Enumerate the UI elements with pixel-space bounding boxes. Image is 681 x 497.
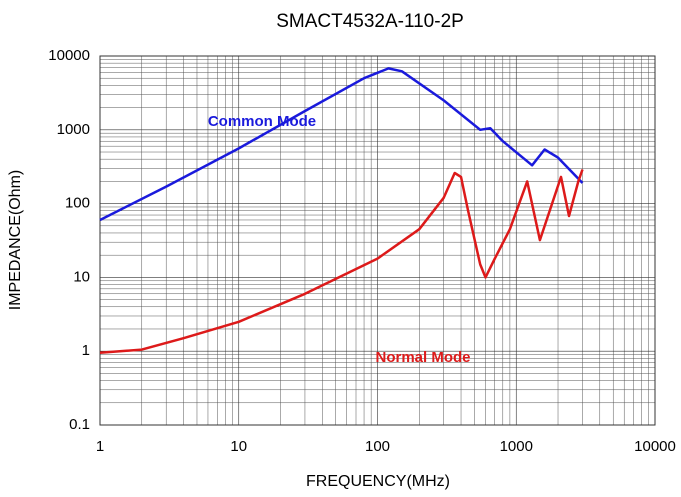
y-tick-label: 1000 [57,121,90,138]
x-tick-label: 1 [96,438,104,455]
y-tick-label: 1 [82,342,90,359]
x-tick-label: 10000 [634,438,676,455]
series-label: Common Mode [208,113,316,130]
series-line [99,67,584,222]
x-tick-label: 10 [230,438,247,455]
chart-title: SMACT4532A-110-2P [276,11,464,32]
y-tick-label: 10000 [48,47,90,64]
x-tick-label: 100 [365,438,390,455]
x-tick-label: 1000 [500,438,533,455]
series-label: Normal Mode [375,349,470,366]
plot-frame [99,55,656,426]
y-tick-label: 0.1 [69,416,90,433]
y-tick-label: 10 [73,268,90,285]
y-axis-label: IMPEDANCE(Ohm) [7,170,24,310]
y-tick-label: 100 [65,195,90,212]
series-line [99,169,584,355]
x-axis-label: FREQUENCY(MHz) [306,473,450,490]
